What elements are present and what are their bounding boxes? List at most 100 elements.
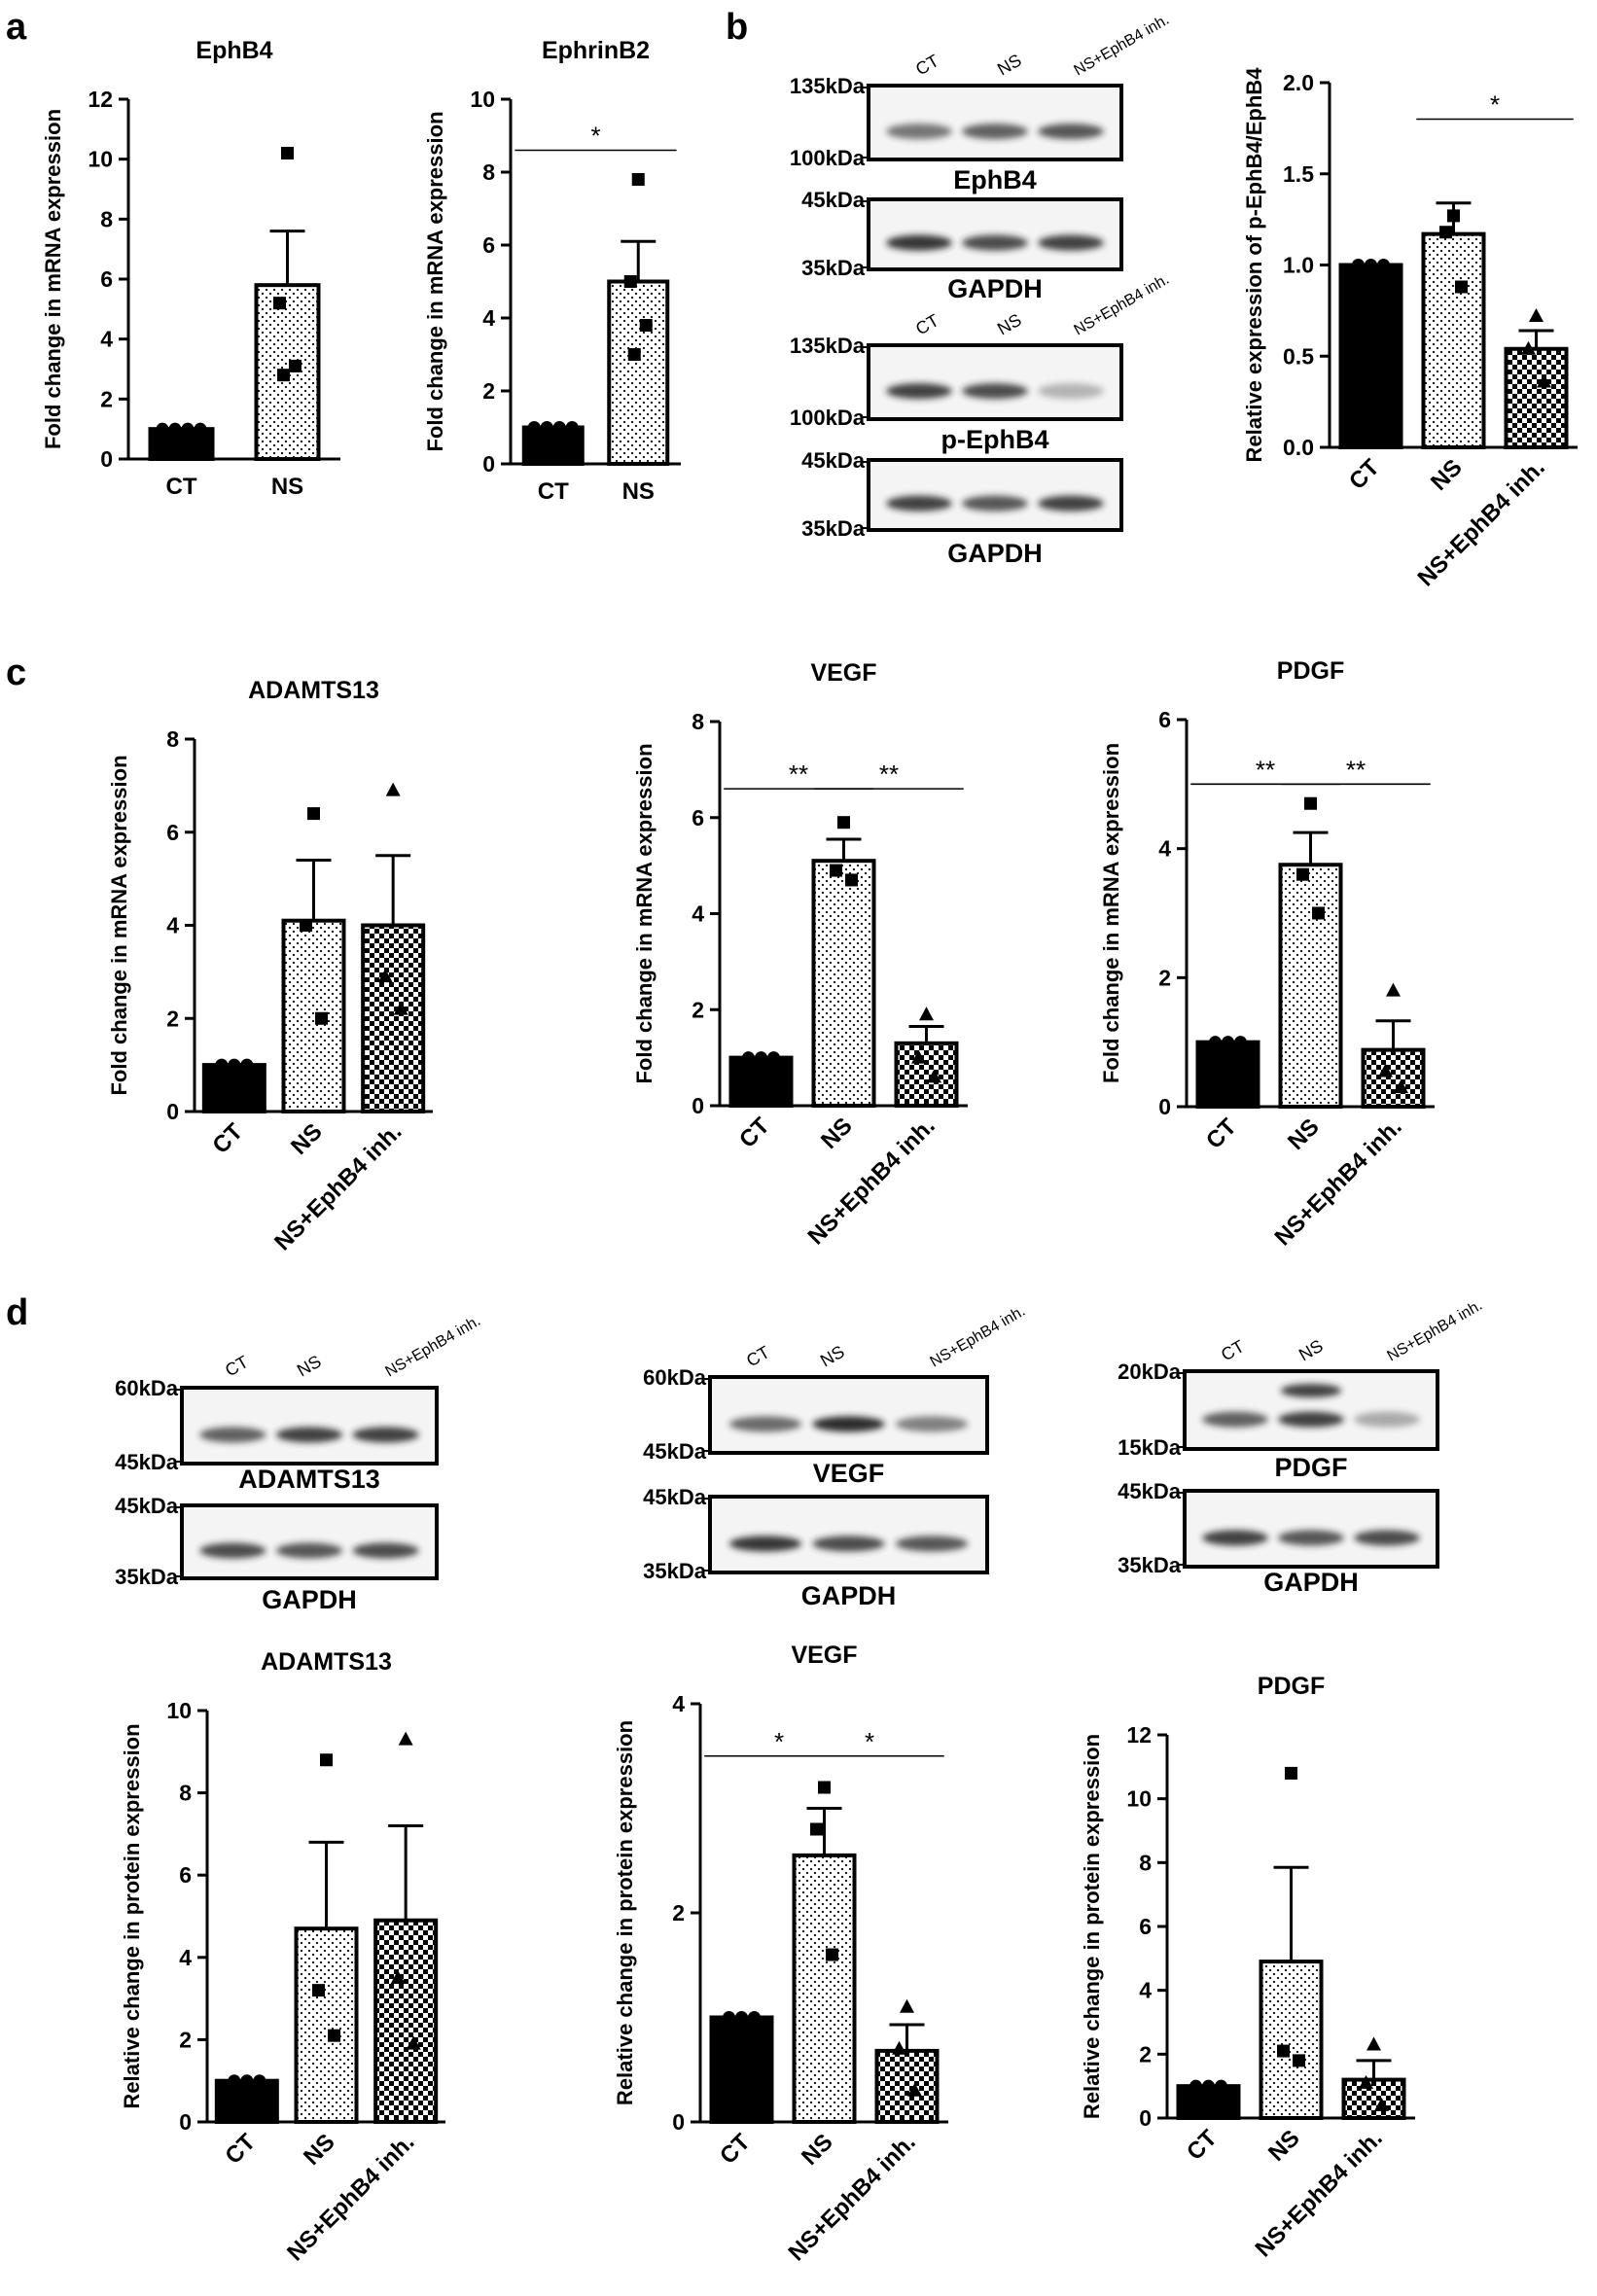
x-tick-label: CT — [207, 1118, 248, 1159]
blot-band — [352, 1427, 419, 1443]
data-point — [1439, 226, 1452, 239]
x-tick-label: NS — [622, 478, 655, 505]
blot-frame — [180, 1386, 439, 1466]
y-tick-label: 2 — [179, 2027, 192, 2052]
lane-label: CT — [222, 1352, 252, 1380]
data-point — [181, 422, 195, 436]
chart-title: VEGF — [791, 1642, 857, 1669]
x-tick-label: CT — [220, 2129, 261, 2170]
data-point — [818, 1781, 831, 1794]
lane-label: CT — [1218, 1336, 1248, 1364]
data-point — [927, 1069, 941, 1083]
data-point — [892, 2040, 906, 2055]
data-point — [156, 422, 169, 436]
blot-b_gapdh2: 45kDa 35kDa GAPDH — [801, 448, 1123, 568]
blot-band — [1202, 1530, 1268, 1546]
blot-band — [962, 234, 1028, 251]
y-tick-label: 4 — [100, 327, 113, 352]
x-tick-label: NS — [816, 1113, 858, 1154]
data-point — [1222, 1036, 1234, 1049]
blot-band — [895, 1536, 969, 1552]
significance-label: * — [590, 122, 600, 151]
blot-frame — [867, 343, 1123, 421]
x-tick-label: NS — [797, 2129, 838, 2171]
chart-title: EphB4 — [195, 37, 272, 64]
chart-d2: VEGF 0 2 4 Relative change in protein expres… — [613, 1642, 948, 2266]
significance-label: ** — [1346, 755, 1366, 784]
data-point — [1529, 308, 1544, 322]
data-point — [1189, 2079, 1202, 2093]
y-tick-label: 6 — [1158, 707, 1171, 732]
blot-frame — [708, 1495, 989, 1574]
y-tick-label: 0.5 — [1283, 343, 1314, 369]
x-tick-label: NS — [299, 2129, 340, 2171]
data-point — [277, 369, 290, 382]
blot-band — [886, 495, 952, 512]
data-point — [527, 421, 541, 434]
bar-ns — [294, 1926, 359, 2124]
blot-band — [1278, 1411, 1344, 1428]
blot-protein-label: PDGF — [1274, 1453, 1347, 1482]
data-point — [1537, 373, 1551, 388]
lane-label: CT — [912, 51, 942, 79]
x-tick-label: NS — [1283, 1113, 1325, 1155]
blot-band — [812, 1536, 885, 1552]
blot-protein-label: p-EphB4 — [941, 425, 1049, 454]
mw-marker-top: 45kDa — [801, 448, 866, 473]
data-point — [552, 421, 566, 434]
x-tick-label: CT — [1182, 2125, 1223, 2166]
blot-d_pdgf: 20kDa 15kDa PDGF CT NS NS+EphB4 inh. — [1118, 1297, 1485, 1482]
bar-ct — [709, 2015, 774, 2124]
chart-c1: ADAMTS13 0 2 4 6 8 Fold change in mRNA express… — [107, 677, 433, 1255]
data-point — [810, 1822, 823, 1836]
y-tick-label: 4 — [672, 1691, 685, 1716]
data-point — [1386, 982, 1401, 997]
bar-ns — [607, 279, 670, 466]
bar-ct — [214, 2078, 279, 2124]
mw-marker-bottom: 35kDa — [115, 1565, 179, 1589]
y-tick-label: 10 — [470, 87, 495, 112]
y-tick-label: 6 — [166, 820, 179, 845]
chart-a2: EphrinB2 0 2 4 6 8 10 Fold change in mRNA expre… — [423, 37, 681, 505]
data-point — [393, 1001, 408, 1015]
blot-band — [1038, 234, 1104, 251]
y-tick-label: 8 — [692, 709, 704, 734]
blot-protein-label: VEGF — [813, 1459, 885, 1488]
data-point — [168, 422, 182, 436]
data-point — [830, 864, 842, 877]
blot-protein-label: EphB4 — [953, 165, 1037, 194]
data-point — [1293, 2054, 1305, 2067]
lane-label: NS+EphB4 inh. — [1072, 12, 1173, 80]
y-tick-label: 0 — [482, 451, 495, 477]
data-point — [300, 919, 312, 932]
blot-protein-label: GAPDH — [947, 274, 1043, 303]
data-point — [1234, 1036, 1247, 1049]
chart-b_chart: 0.0 0.5 1.0 1.5 2.0 Relative expression of p-… — [1242, 67, 1578, 591]
blot-d_gapdh2: 45kDa 35kDa GAPDH — [643, 1485, 989, 1610]
data-point — [565, 421, 579, 434]
data-point — [289, 359, 302, 372]
y-tick-label: 1.5 — [1283, 161, 1314, 187]
mw-marker-top: 45kDa — [115, 1494, 179, 1518]
blot-band — [1038, 124, 1104, 140]
data-point — [1209, 1036, 1222, 1049]
y-tick-label: 1.0 — [1283, 253, 1314, 278]
chart-title: PDGF — [1258, 1673, 1325, 1700]
data-point — [377, 969, 393, 983]
lane-label: NS — [817, 1342, 848, 1371]
y-tick-label: 4 — [166, 913, 179, 938]
blot-band — [352, 1542, 419, 1559]
data-point — [1312, 906, 1325, 920]
data-point — [1455, 280, 1468, 294]
bar-ns-ephb4-inh- — [1504, 346, 1569, 449]
panel-letter-d: d — [6, 1292, 28, 1333]
y-axis-label: Relative expression of p-EphB4/EphB4 — [1242, 67, 1266, 463]
y-tick-label: 2.0 — [1283, 70, 1314, 95]
blot-protein-label: ADAMTS13 — [238, 1465, 380, 1494]
mw-marker-top: 45kDa — [801, 188, 866, 212]
y-axis-label: Fold change in mRNA expression — [1099, 743, 1123, 1083]
chart-title: VEGF — [810, 659, 876, 687]
blot-band — [895, 1416, 969, 1432]
significance-label: * — [1490, 90, 1500, 120]
